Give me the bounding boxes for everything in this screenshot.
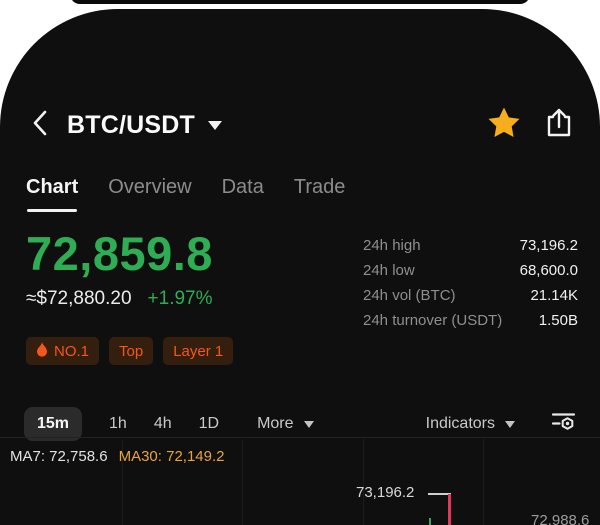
timeframe-1h[interactable]: 1h [109,415,127,432]
badge-label: Top [119,342,144,360]
axis-price-label: 72,988.6 [531,512,590,525]
more-label: More [257,415,294,432]
flame-icon [36,341,48,361]
tab-overview[interactable]: Overview [108,176,192,198]
stat-row-low: 24h low 68,600.0 [363,258,578,283]
stat-value: 73,196.2 [519,237,578,254]
annotation-pointer-line [428,493,451,495]
header-actions [487,106,574,144]
tab-chart[interactable]: Chart [26,176,78,212]
back-button[interactable] [26,110,52,141]
more-dropdown[interactable]: More [257,415,314,433]
stat-value: 21.14K [530,287,578,304]
gridline [242,439,243,525]
header: BTC/USDT [0,103,600,147]
stat-row-vol: 24h vol (BTC) 21.14K [363,283,578,308]
stat-row-high: 24h high 73,196.2 [363,233,578,258]
badge-row: NO.1 Top Layer 1 [26,337,234,365]
price-section: 72,859.8 ≈$72,880.20 +1.97% 24h high 73,… [26,230,578,333]
gridline [122,439,123,525]
market-detail-sheet: BTC/USDT [0,9,600,525]
tab-data[interactable]: Data [221,176,264,198]
ma-legend: MA7: 72,758.6 MA30: 72,149.2 [10,448,225,465]
badge-no1[interactable]: NO.1 [26,337,100,365]
stat-value: 68,600.0 [519,262,578,279]
indicators-dropdown[interactable]: Indicators [426,415,515,433]
chevron-left-icon [32,110,47,141]
stat-label: 24h low [363,262,415,279]
stat-row-turnover: 24h turnover (USDT) 1.50B [363,308,578,333]
stat-value: 1.50B [538,312,578,329]
favorite-button[interactable] [487,106,521,144]
change-percent: +1.97% [147,288,213,309]
share-icon [544,107,574,144]
badge-top[interactable]: Top [109,337,154,365]
red-candle-wick [448,494,451,525]
caret-down-icon[interactable] [207,120,222,130]
pair-title[interactable]: BTC/USDT [67,110,195,139]
stat-label: 24h turnover (USDT) [363,312,503,329]
stats-block: 24h high 73,196.2 24h low 68,600.0 24h v… [363,233,578,333]
chart-settings-icon [551,410,576,438]
stat-label: 24h vol (BTC) [363,287,456,304]
candlestick-chart[interactable]: MA7: 72,758.6 MA30: 72,149.2 73,196.2 72… [0,437,600,525]
last-price: 72,859.8 [26,227,213,280]
ma30-label: MA30: 72,149.2 [118,448,225,465]
share-button[interactable] [544,107,574,144]
timeframe-1d[interactable]: 1D [198,415,220,432]
ma7-label: MA7: 72,758.6 [10,448,108,465]
caret-down-icon [303,420,314,428]
chart-settings-button[interactable] [551,410,576,438]
high-price-annotation: 73,196.2 [356,484,415,501]
price-block: 72,859.8 ≈$72,880.20 +1.97% [26,230,213,333]
badge-layer1[interactable]: Layer 1 [163,337,234,365]
timeframe-4h[interactable]: 4h [153,415,172,432]
star-icon [487,106,521,144]
caret-down-icon [505,420,515,428]
price-subline: ≈$72,880.20 +1.97% [26,288,213,310]
timeframe-15m[interactable]: 15m [24,407,83,441]
stat-label: 24h high [363,237,421,254]
background-app-card [70,0,530,4]
chart-toolbar: 15m 1h 4h 1D More Indicators [0,403,600,445]
indicators-label: Indicators [425,415,495,432]
badge-label: Layer 1 [173,342,224,360]
badge-label: NO.1 [54,342,90,360]
gridline [483,439,484,525]
tab-trade[interactable]: Trade [293,176,346,198]
gridline [363,439,364,525]
green-candle-wick [429,518,431,525]
fiat-price: ≈$72,880.20 [26,288,132,309]
tab-bar: Chart Overview Data Trade [26,176,600,212]
